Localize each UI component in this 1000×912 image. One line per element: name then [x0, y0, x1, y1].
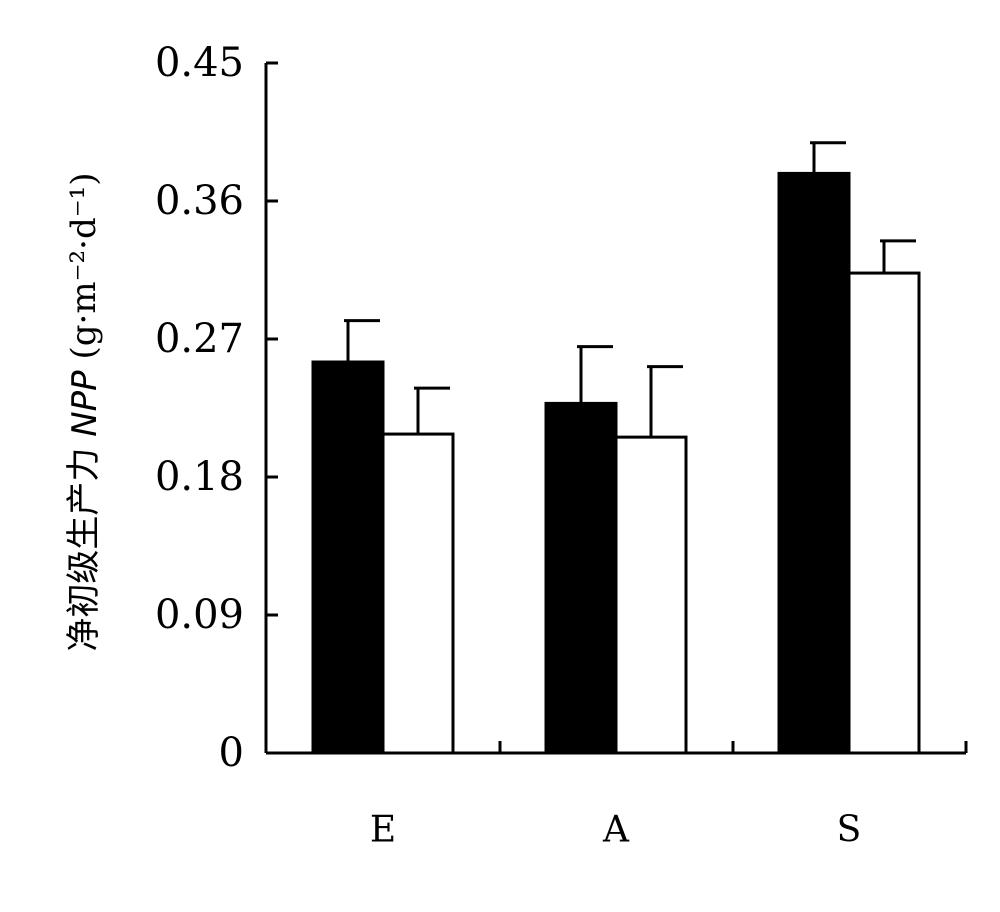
bars: [311, 141, 921, 755]
y-tick-label: 0.45: [155, 40, 244, 86]
bar-A-open: [614, 435, 688, 755]
y-axis-label: 净初级生产力 NPP (g·m⁻²·d⁻¹): [64, 172, 105, 651]
bar-S-open: [847, 271, 921, 755]
y-axis-label-prefix: 净初级生产力: [64, 437, 104, 652]
bar-E-filled: [311, 360, 385, 755]
y-tick-label: 0.36: [155, 178, 244, 224]
bar-E-open: [381, 432, 455, 755]
x-tick-label: A: [602, 810, 630, 851]
bar-S-filled: [777, 171, 851, 755]
x-tick-label: E: [370, 810, 396, 851]
bar-A-filled: [544, 401, 618, 755]
y-axis-label-unit: (g·m⁻²·d⁻¹): [64, 172, 104, 370]
tick-labels: 0 0.09 0.18 0.27 0.36 0.45 E A S: [155, 40, 861, 851]
x-tick-label: S: [837, 810, 862, 851]
y-tick-label: 0: [219, 730, 244, 776]
y-tick-label: 0.09: [155, 592, 244, 638]
y-tick-label: 0.18: [155, 454, 244, 500]
y-tick-label: 0.27: [155, 316, 244, 362]
y-axis-label-italic: NPP: [65, 370, 105, 437]
